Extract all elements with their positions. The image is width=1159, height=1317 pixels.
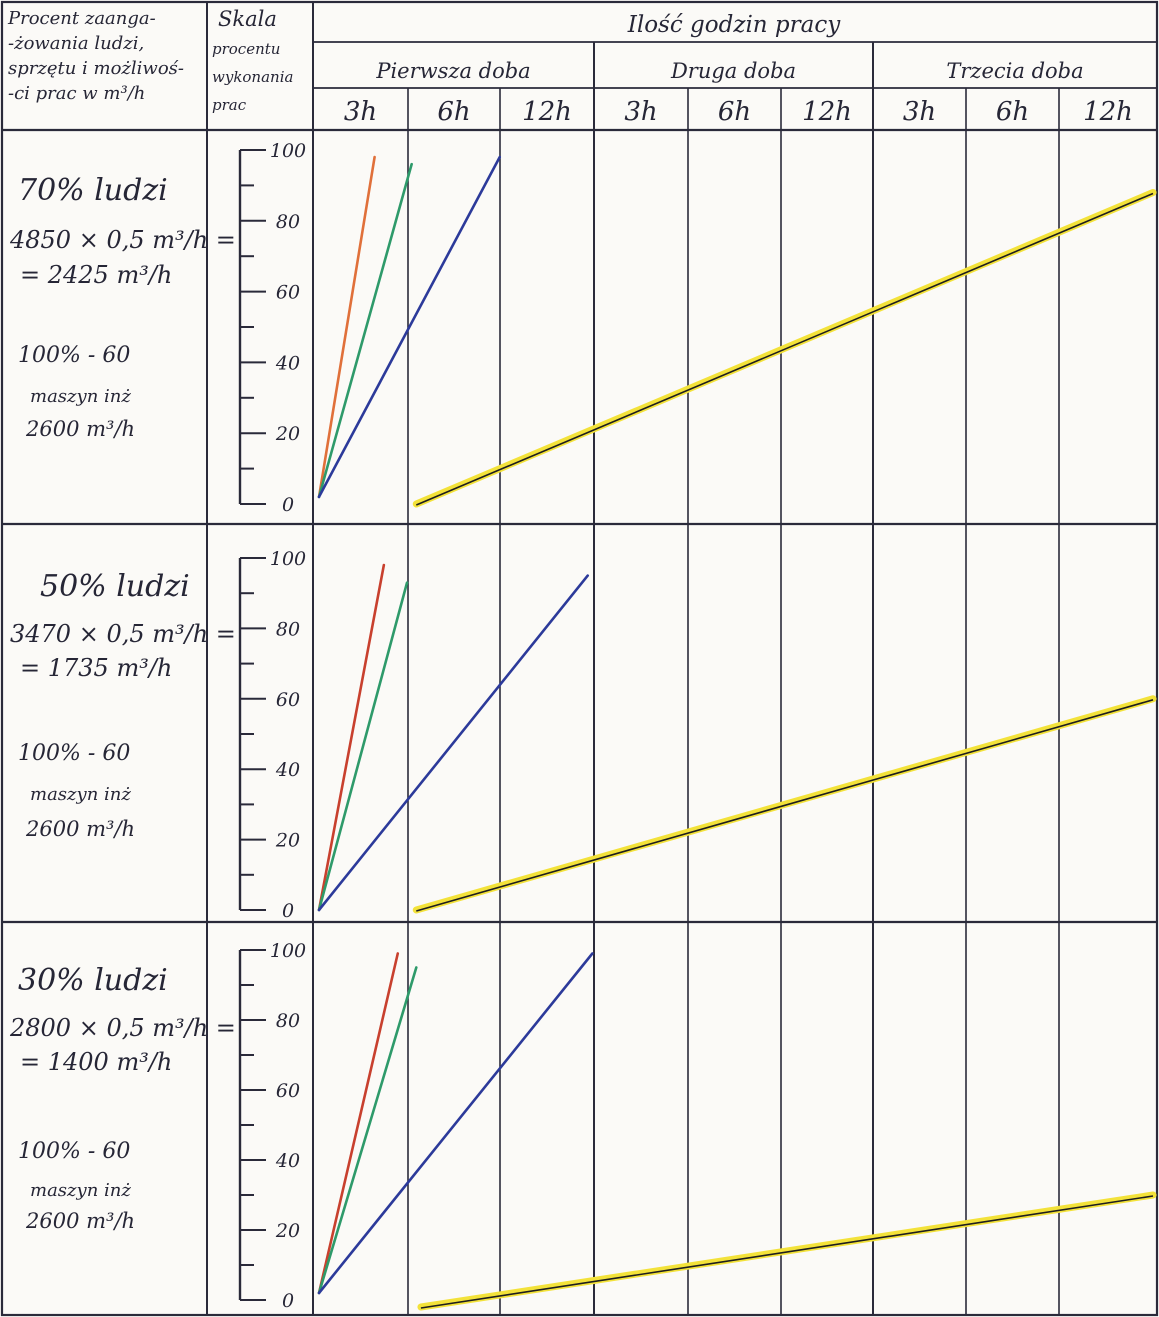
header-col2-line: Skala bbox=[218, 7, 277, 31]
percent-scales: 0 20 40 60 80 100 0 20 40 60 80 100 0 20 40 60 80 100 bbox=[238, 140, 306, 1312]
scale-tick-label: 100 bbox=[270, 548, 306, 570]
scale-tick-label: 80 bbox=[276, 211, 300, 233]
header-hour-label: 12h bbox=[522, 97, 572, 127]
row-labels: 70% ludzi 4850 × 0,5 m³/h = = 2425 m³/h 100… bbox=[9, 173, 236, 1233]
scale-tick-label: 40 bbox=[275, 352, 300, 374]
row-machines-line: 2600 m³/h bbox=[25, 817, 135, 841]
series-line-yellow bbox=[416, 699, 1154, 912]
series-line-red bbox=[317, 952, 400, 1295]
row-machines-line: 2600 m³/h bbox=[25, 1209, 135, 1233]
scale-tick-label: 0 bbox=[282, 900, 294, 922]
table-header: Procent zaanga- -żowania ludzi, sprzętu i … bbox=[7, 7, 1133, 127]
header-hour-label: 3h bbox=[903, 97, 936, 127]
row-machines-line: 100% - 60 bbox=[18, 741, 130, 766]
series-line-yellow-highlight bbox=[417, 1191, 1157, 1311]
scale-tick-label: 60 bbox=[276, 1080, 300, 1102]
scale-tick-label: 60 bbox=[276, 689, 300, 711]
header-col1-line: -ci prac w m³/h bbox=[8, 83, 145, 104]
header-day-label: Trzecia doba bbox=[946, 59, 1083, 83]
row-machines-line: maszyn inż bbox=[30, 1180, 131, 1201]
row-machines-line: 100% - 60 bbox=[18, 343, 130, 368]
series-line-green bbox=[317, 966, 418, 1295]
series-line-yellow-highlight bbox=[412, 188, 1157, 508]
header-hour-label: 6h bbox=[996, 97, 1029, 127]
header-col1-line: sprzętu i możliwoś- bbox=[8, 58, 184, 79]
series-line-yellow-highlight bbox=[412, 695, 1157, 914]
series-line-green bbox=[317, 162, 413, 499]
series-line-blue bbox=[317, 574, 590, 912]
row-calc-line: = 1400 m³/h bbox=[20, 1048, 172, 1076]
scale-tick-label: 60 bbox=[276, 282, 300, 304]
series-line-blue bbox=[317, 952, 594, 1295]
header-hour-label: 12h bbox=[1083, 97, 1133, 127]
scale-tick-label: 20 bbox=[275, 830, 300, 852]
series-line-red bbox=[317, 563, 386, 912]
scale-tick-label: 0 bbox=[282, 1290, 294, 1312]
header-col2-line: wykonania bbox=[212, 68, 293, 86]
scale-tick-label: 100 bbox=[270, 940, 306, 962]
header-hour-label: 6h bbox=[718, 97, 751, 127]
row-machines-line: 2600 m³/h bbox=[25, 417, 135, 441]
header-col2-line: prac bbox=[212, 96, 247, 114]
header-col1-line: Procent zaanga- bbox=[7, 8, 156, 29]
series-line-yellow bbox=[415, 192, 1154, 506]
scale-tick-label: 20 bbox=[275, 423, 300, 445]
row-calc-line: = 2425 m³/h bbox=[20, 261, 172, 289]
row-calc-line: 3470 × 0,5 m³/h = bbox=[10, 620, 236, 648]
row-machines-line: maszyn inż bbox=[30, 386, 131, 407]
scale-tick-label: 80 bbox=[276, 1010, 300, 1032]
row-calc-line: 4850 × 0,5 m³/h = bbox=[9, 226, 236, 254]
header-hour-label: 6h bbox=[437, 97, 470, 127]
scale-tick-label: 80 bbox=[276, 618, 300, 640]
scale-tick-label: 40 bbox=[275, 1150, 300, 1172]
row-percent-label: 50% ludzi bbox=[40, 569, 190, 604]
header-col1-line: -żowania ludzi, bbox=[8, 33, 144, 54]
header-day-label: Pierwsza doba bbox=[375, 59, 530, 83]
header-hour-label: 3h bbox=[344, 97, 377, 127]
header-hour-label: 3h bbox=[624, 97, 657, 127]
series-line-green bbox=[317, 581, 409, 912]
header-day-label: Druga doba bbox=[670, 59, 796, 83]
scale-tick-label: 40 bbox=[275, 759, 300, 781]
series-line-yellow bbox=[420, 1195, 1154, 1309]
row-calc-line: = 1735 m³/h bbox=[20, 654, 172, 682]
series-line-blue bbox=[317, 155, 502, 499]
series-line-orange bbox=[317, 155, 376, 499]
row-machines-line: maszyn inż bbox=[30, 784, 131, 805]
header-hour-label: 12h bbox=[802, 97, 852, 127]
header-main-title: Ilość godzin pracy bbox=[627, 12, 841, 38]
scale-tick-label: 100 bbox=[270, 140, 306, 162]
scale-tick-label: 0 bbox=[282, 494, 294, 516]
row-machines-line: 100% - 60 bbox=[18, 1139, 130, 1164]
row-percent-label: 70% ludzi bbox=[18, 173, 168, 208]
chart-lines bbox=[317, 155, 1157, 1311]
row-calc-line: 2800 × 0,5 m³/h = bbox=[9, 1014, 236, 1042]
header-col2-line: procentu bbox=[212, 40, 280, 58]
scale-tick-label: 20 bbox=[275, 1220, 300, 1242]
row-percent-label: 30% ludzi bbox=[18, 963, 168, 998]
